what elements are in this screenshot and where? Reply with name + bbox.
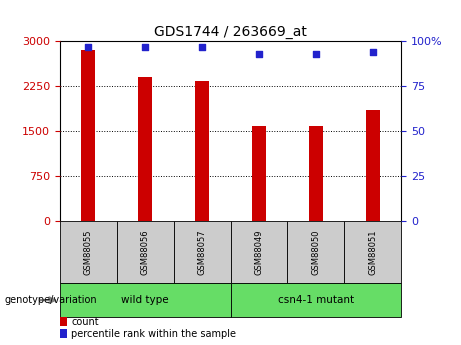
Bar — [252, 126, 266, 221]
Bar — [287, 221, 344, 283]
Text: GSM88057: GSM88057 — [198, 229, 207, 275]
Bar — [60, 283, 230, 317]
Text: GSM88051: GSM88051 — [368, 229, 377, 275]
Text: GSM88056: GSM88056 — [141, 229, 150, 275]
Bar — [81, 50, 95, 221]
Point — [85, 44, 92, 50]
Text: percentile rank within the sample: percentile rank within the sample — [71, 329, 236, 339]
Bar — [138, 77, 152, 221]
Bar — [195, 81, 209, 221]
Bar — [309, 126, 323, 221]
Text: GSM88050: GSM88050 — [311, 229, 320, 275]
Text: wild type: wild type — [121, 295, 169, 305]
Text: GSM88049: GSM88049 — [254, 229, 263, 275]
Text: GSM88055: GSM88055 — [84, 229, 93, 275]
Text: genotype/variation: genotype/variation — [5, 295, 97, 305]
Bar — [230, 221, 287, 283]
Bar — [366, 110, 380, 221]
Bar — [60, 221, 117, 283]
Text: count: count — [71, 317, 99, 327]
Point — [369, 49, 376, 55]
Bar — [117, 221, 174, 283]
Point — [255, 51, 263, 57]
Bar — [344, 221, 401, 283]
Point — [312, 51, 319, 57]
Point — [198, 44, 206, 50]
Text: csn4-1 mutant: csn4-1 mutant — [278, 295, 354, 305]
Bar — [230, 283, 401, 317]
Bar — [174, 221, 230, 283]
Title: GDS1744 / 263669_at: GDS1744 / 263669_at — [154, 25, 307, 39]
Point — [142, 44, 149, 50]
